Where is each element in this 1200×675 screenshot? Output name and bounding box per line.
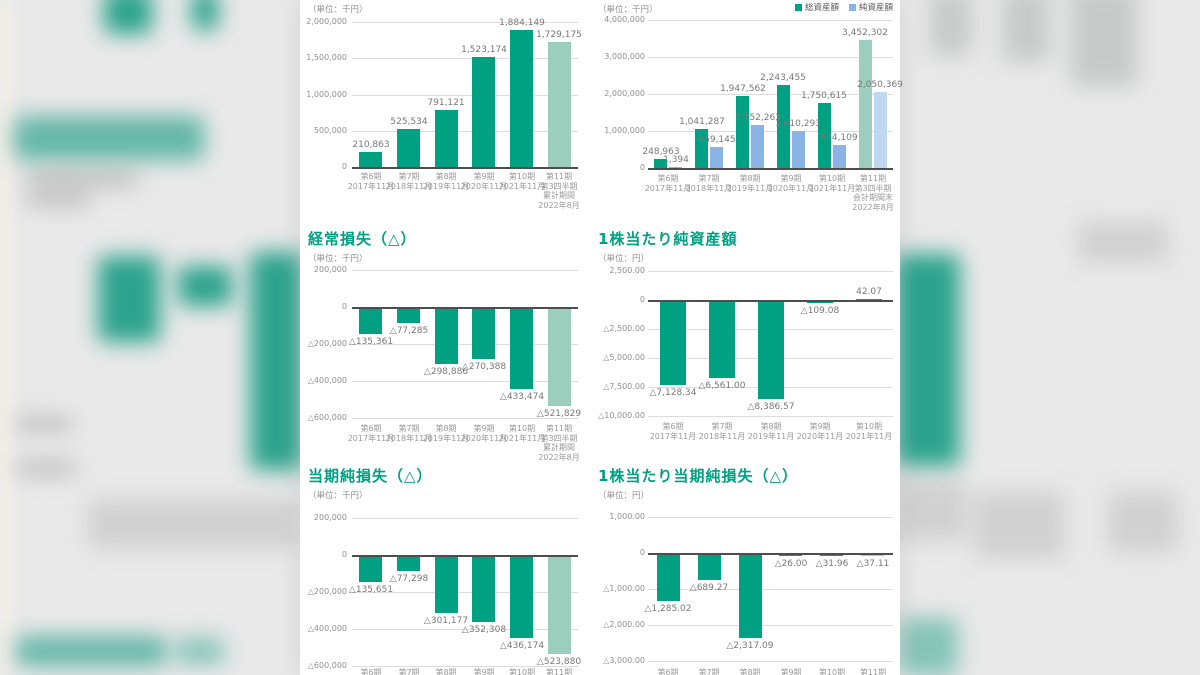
background-blur-blob (178, 266, 232, 306)
background-blur-blob (16, 418, 72, 430)
background-blur-blob (1002, 0, 1050, 62)
background-blur-blob (104, 0, 152, 34)
background-blur-blob (16, 636, 166, 666)
background-blur-blob (176, 638, 224, 664)
background-blur-blob (192, 0, 218, 30)
background-blur-blob (1078, 222, 1168, 262)
background-blur-blob (1070, 0, 1138, 86)
background-blur-blob (975, 492, 1065, 558)
background-blur-blob (930, 0, 972, 56)
background-blur-blob (98, 256, 160, 342)
background-blur-blob (88, 500, 298, 548)
background-blur-blob (14, 116, 204, 160)
background-blur-blob (250, 252, 302, 470)
report-panel (300, 0, 900, 675)
background-blur-blob (896, 254, 960, 466)
page-edge-strip (0, 0, 12, 675)
background-blur-blob (26, 172, 138, 185)
background-blur-blob (26, 193, 90, 205)
background-blur-blob (16, 462, 76, 474)
background-blur-blob (900, 618, 958, 675)
background-blur-blob (1108, 492, 1178, 552)
background-blur-blob (896, 480, 966, 540)
